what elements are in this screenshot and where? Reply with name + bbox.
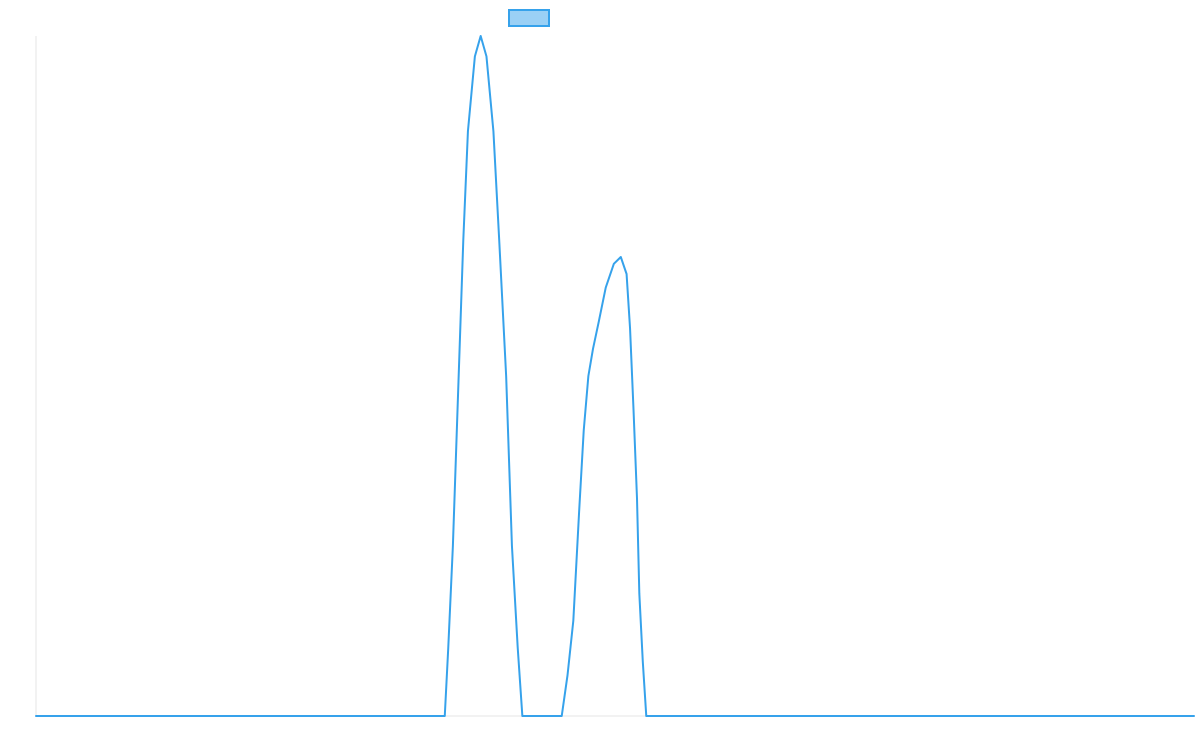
legend[interactable] — [508, 9, 556, 27]
series-line-0 — [35, 35, 1195, 717]
series-layer — [35, 35, 1195, 717]
legend-swatch[interactable] — [508, 9, 550, 27]
